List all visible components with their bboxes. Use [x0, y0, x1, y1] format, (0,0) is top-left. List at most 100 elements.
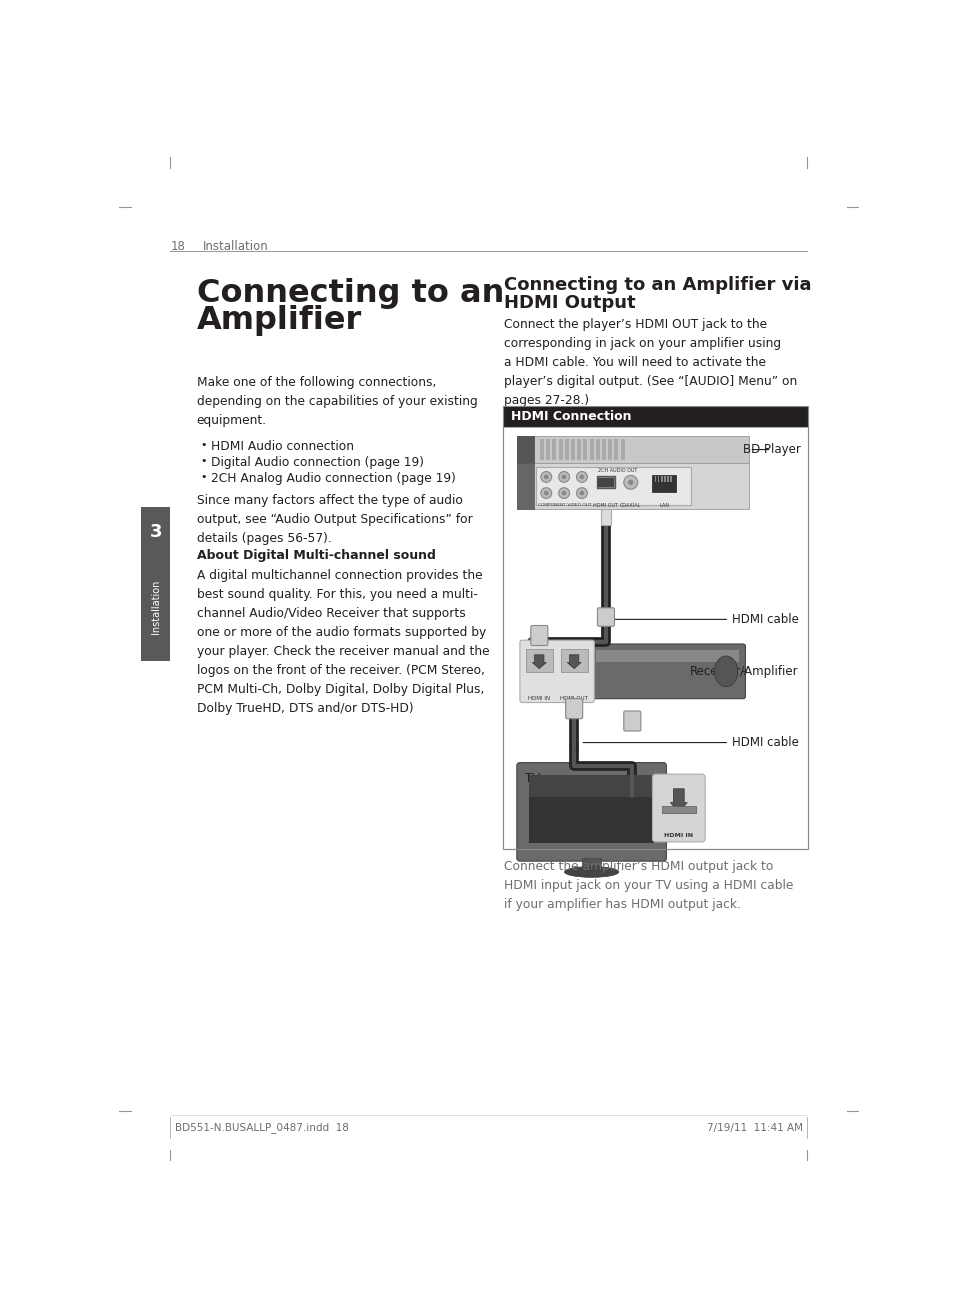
- Text: A digital multichannel connection provides the
best sound quality. For this, you: A digital multichannel connection provid…: [196, 569, 489, 715]
- Ellipse shape: [543, 491, 548, 496]
- Bar: [666, 476, 668, 483]
- Bar: [560, 649, 587, 672]
- Text: 2CH Analog Audio connection (page 19): 2CH Analog Audio connection (page 19): [211, 472, 456, 485]
- Bar: [536, 467, 691, 505]
- Text: HDMI cable: HDMI cable: [615, 613, 798, 626]
- Bar: [539, 440, 543, 459]
- Text: TV: TV: [524, 771, 539, 784]
- Text: About Digital Multi-channel sound: About Digital Multi-channel sound: [196, 549, 436, 562]
- Ellipse shape: [540, 471, 551, 483]
- Text: HDMI Output: HDMI Output: [504, 294, 636, 312]
- Text: Digital Audio connection (page 19): Digital Audio connection (page 19): [211, 457, 423, 468]
- Text: Connect the amplifier’s HDMI output jack to
HDMI input jack on your TV using a H: Connect the amplifier’s HDMI output jack…: [504, 860, 793, 911]
- Ellipse shape: [564, 867, 618, 877]
- Ellipse shape: [576, 471, 587, 483]
- Text: BD551-N.BUSALLP_0487.indd  18: BD551-N.BUSALLP_0487.indd 18: [174, 1122, 349, 1133]
- Ellipse shape: [561, 491, 566, 496]
- Text: HDMI Audio connection: HDMI Audio connection: [211, 440, 354, 453]
- Bar: [581, 859, 600, 869]
- Text: Amplifier: Amplifier: [196, 305, 361, 337]
- Text: 2CH AUDIO OUT: 2CH AUDIO OUT: [598, 468, 637, 474]
- Ellipse shape: [576, 488, 587, 499]
- Bar: [529, 775, 654, 797]
- FancyArrow shape: [567, 655, 580, 668]
- Bar: [502, 427, 807, 848]
- Bar: [502, 406, 807, 848]
- Text: Connect the player’s HDMI OUT jack to the
corresponding in jack on your amplifie: Connect the player’s HDMI OUT jack to th…: [504, 318, 797, 407]
- FancyBboxPatch shape: [565, 698, 582, 719]
- Bar: [661, 806, 695, 813]
- Bar: [601, 440, 605, 459]
- Bar: [620, 440, 624, 459]
- Ellipse shape: [579, 491, 583, 496]
- Bar: [592, 646, 742, 697]
- Text: HDMI cable: HDMI cable: [582, 736, 798, 749]
- FancyBboxPatch shape: [517, 762, 666, 861]
- Text: HDMI IN: HDMI IN: [528, 696, 550, 701]
- FancyBboxPatch shape: [597, 608, 614, 626]
- Text: •: •: [200, 457, 207, 466]
- Bar: [517, 436, 534, 463]
- FancyArrow shape: [670, 788, 686, 812]
- FancyBboxPatch shape: [589, 643, 744, 698]
- Bar: [660, 476, 661, 483]
- Bar: [658, 476, 659, 483]
- Text: LAN: LAN: [659, 504, 668, 508]
- Bar: [552, 440, 556, 459]
- Ellipse shape: [543, 475, 548, 479]
- Bar: [583, 440, 587, 459]
- Text: •: •: [200, 472, 207, 483]
- Bar: [598, 478, 613, 487]
- Ellipse shape: [579, 475, 583, 479]
- Bar: [596, 650, 739, 662]
- Text: Receiver/Amplifier: Receiver/Amplifier: [690, 664, 798, 677]
- Bar: [599, 509, 611, 525]
- Text: HDMI OUT: HDMI OUT: [593, 504, 618, 508]
- Bar: [571, 440, 575, 459]
- Bar: [663, 476, 665, 483]
- Bar: [670, 476, 671, 483]
- Text: 18: 18: [171, 240, 185, 253]
- Bar: [577, 440, 580, 459]
- Ellipse shape: [558, 471, 569, 483]
- Text: Connecting to an Amplifier via: Connecting to an Amplifier via: [504, 275, 811, 294]
- Text: •: •: [200, 440, 207, 450]
- Ellipse shape: [558, 488, 569, 499]
- Bar: [652, 475, 675, 492]
- Bar: [517, 463, 748, 509]
- FancyBboxPatch shape: [623, 711, 640, 731]
- Text: COAXIAL: COAXIAL: [619, 504, 640, 508]
- Bar: [517, 463, 534, 509]
- Bar: [141, 506, 171, 660]
- Ellipse shape: [540, 488, 551, 499]
- FancyArrow shape: [532, 655, 546, 668]
- Bar: [546, 440, 550, 459]
- Text: BD Player: BD Player: [741, 444, 800, 455]
- Ellipse shape: [623, 475, 637, 489]
- FancyBboxPatch shape: [652, 774, 704, 842]
- Text: HDMI IN: HDMI IN: [663, 833, 693, 838]
- Bar: [558, 440, 562, 459]
- Text: HDMI OUT: HDMI OUT: [559, 696, 587, 701]
- Bar: [564, 440, 568, 459]
- Text: Connecting to an: Connecting to an: [196, 278, 503, 309]
- Ellipse shape: [561, 475, 566, 479]
- Text: HDMI Connection: HDMI Connection: [510, 410, 631, 423]
- Text: Installation: Installation: [151, 579, 160, 634]
- Bar: [608, 440, 612, 459]
- Text: COMPONENT VIDEO OUT: COMPONENT VIDEO OUT: [537, 504, 591, 508]
- FancyBboxPatch shape: [519, 641, 594, 702]
- Text: Installation: Installation: [203, 240, 269, 253]
- Bar: [502, 406, 807, 427]
- Text: 7/19/11  11:41 AM: 7/19/11 11:41 AM: [706, 1122, 802, 1133]
- Ellipse shape: [627, 480, 633, 485]
- Ellipse shape: [714, 656, 737, 686]
- Bar: [529, 775, 654, 843]
- Text: 3: 3: [150, 522, 162, 540]
- Text: Since many factors affect the type of audio
output, see “Audio Output Specificat: Since many factors affect the type of au…: [196, 493, 472, 545]
- Bar: [596, 476, 615, 488]
- FancyBboxPatch shape: [530, 625, 547, 646]
- Bar: [614, 440, 618, 459]
- Text: Make one of the following connections,
depending on the capabilities of your exi: Make one of the following connections, d…: [196, 376, 477, 427]
- Bar: [525, 649, 553, 672]
